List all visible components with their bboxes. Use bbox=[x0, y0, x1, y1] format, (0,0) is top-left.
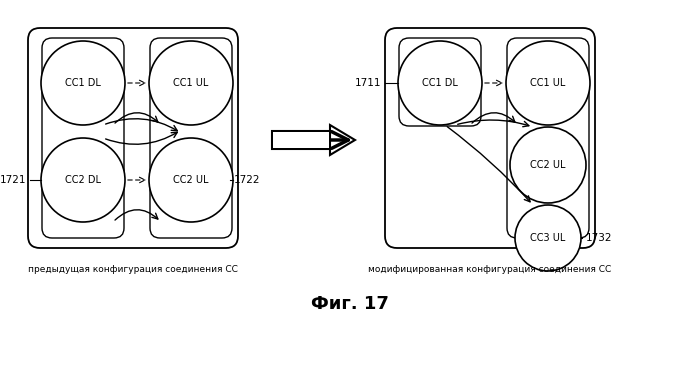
Text: CC1 UL: CC1 UL bbox=[174, 78, 209, 88]
Circle shape bbox=[510, 127, 586, 203]
Bar bbox=[272, 131, 330, 149]
Polygon shape bbox=[330, 125, 355, 155]
Text: 1721: 1721 bbox=[0, 175, 26, 185]
FancyBboxPatch shape bbox=[42, 38, 124, 238]
Circle shape bbox=[41, 138, 125, 222]
FancyBboxPatch shape bbox=[399, 38, 481, 126]
FancyBboxPatch shape bbox=[150, 38, 232, 238]
Circle shape bbox=[506, 41, 590, 125]
Text: 1722: 1722 bbox=[234, 175, 260, 185]
FancyBboxPatch shape bbox=[28, 28, 238, 248]
Bar bbox=[273, 132, 329, 148]
Circle shape bbox=[398, 41, 482, 125]
Text: CC3 UL: CC3 UL bbox=[531, 233, 566, 243]
Text: CC2 UL: CC2 UL bbox=[531, 160, 566, 170]
Text: CC1 DL: CC1 DL bbox=[65, 78, 101, 88]
Text: Фиг. 17: Фиг. 17 bbox=[311, 295, 389, 313]
FancyBboxPatch shape bbox=[385, 28, 595, 248]
Circle shape bbox=[515, 205, 581, 271]
Circle shape bbox=[149, 138, 233, 222]
Text: CC2 UL: CC2 UL bbox=[174, 175, 209, 185]
Text: 1711: 1711 bbox=[354, 78, 381, 88]
Text: предыдущая конфигурация соединения CC: предыдущая конфигурация соединения CC bbox=[28, 265, 238, 274]
Text: CC1 DL: CC1 DL bbox=[422, 78, 458, 88]
FancyBboxPatch shape bbox=[507, 38, 589, 238]
Text: CC1 UL: CC1 UL bbox=[531, 78, 566, 88]
Text: 1732: 1732 bbox=[586, 233, 612, 243]
Text: CC2 DL: CC2 DL bbox=[65, 175, 101, 185]
Text: модифицированная конфигурация соединения CC: модифицированная конфигурация соединения… bbox=[368, 265, 612, 274]
Circle shape bbox=[41, 41, 125, 125]
Circle shape bbox=[149, 41, 233, 125]
